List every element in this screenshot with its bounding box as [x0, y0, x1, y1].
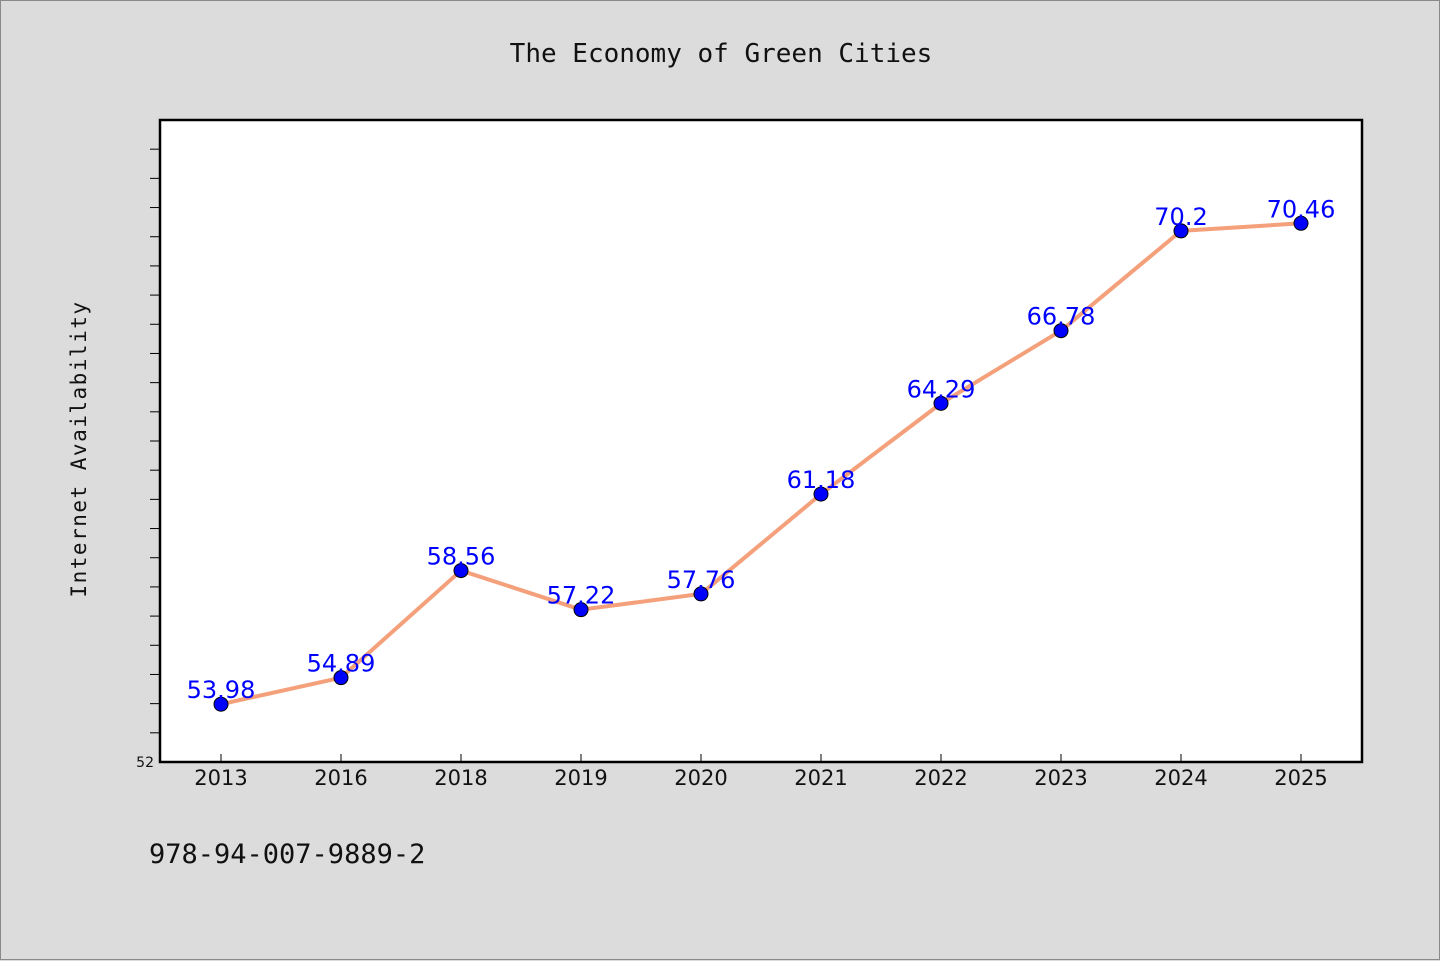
- plot-area: [158, 118, 1364, 764]
- data-label: 70.46: [1267, 195, 1336, 223]
- data-points: [213, 215, 1309, 712]
- data-point: [693, 586, 709, 602]
- data-point: [1293, 215, 1309, 231]
- x-tick-label: 2016: [314, 766, 367, 790]
- y-tick-label: 52: [136, 755, 154, 771]
- data-label: 64.29: [907, 375, 976, 403]
- x-tick-label: 2022: [914, 766, 967, 790]
- data-label: 57.76: [667, 566, 736, 594]
- data-labels: 53.98 54.89 58.56 57.22 57.76 61.18 64.29 66.78…: [187, 195, 1336, 704]
- x-tick-label: 2013: [194, 766, 247, 790]
- data-label: 54.89: [307, 650, 376, 678]
- footer-isbn: 978-94-007-9889-2: [149, 839, 425, 870]
- data-label: 70.2: [1154, 203, 1207, 231]
- data-point: [933, 395, 949, 411]
- x-tick-label: 2018: [434, 766, 487, 790]
- x-tick-label: 2025: [1274, 766, 1327, 790]
- data-label: 66.78: [1027, 303, 1096, 331]
- data-point: [813, 486, 829, 502]
- data-point: [213, 696, 229, 712]
- x-tick-label: 2023: [1034, 766, 1087, 790]
- x-tick-label: 2020: [674, 766, 727, 790]
- data-label: 61.18: [787, 466, 856, 494]
- data-label: 58.56: [427, 543, 496, 571]
- x-tick-label: 2024: [1154, 766, 1207, 790]
- x-tick-label: 2019: [554, 766, 607, 790]
- y-axis-label: Internet Availability: [67, 300, 91, 597]
- axis-ticks: 52 2013 2016 2018 2019 2020 2021 2022 2023 2024 20…: [136, 148, 1328, 790]
- data-point: [333, 670, 349, 686]
- data-point: [1173, 223, 1189, 239]
- data-point: [1053, 323, 1069, 339]
- data-point: [573, 602, 589, 618]
- data-label: 53.98: [187, 676, 256, 704]
- x-tick-label: 2021: [794, 766, 847, 790]
- chart-title: The Economy of Green Cities: [510, 39, 933, 69]
- data-point: [453, 563, 469, 579]
- data-label: 57.22: [547, 582, 616, 610]
- series-line-group: [220, 221, 1302, 707]
- series-line: [220, 221, 1302, 707]
